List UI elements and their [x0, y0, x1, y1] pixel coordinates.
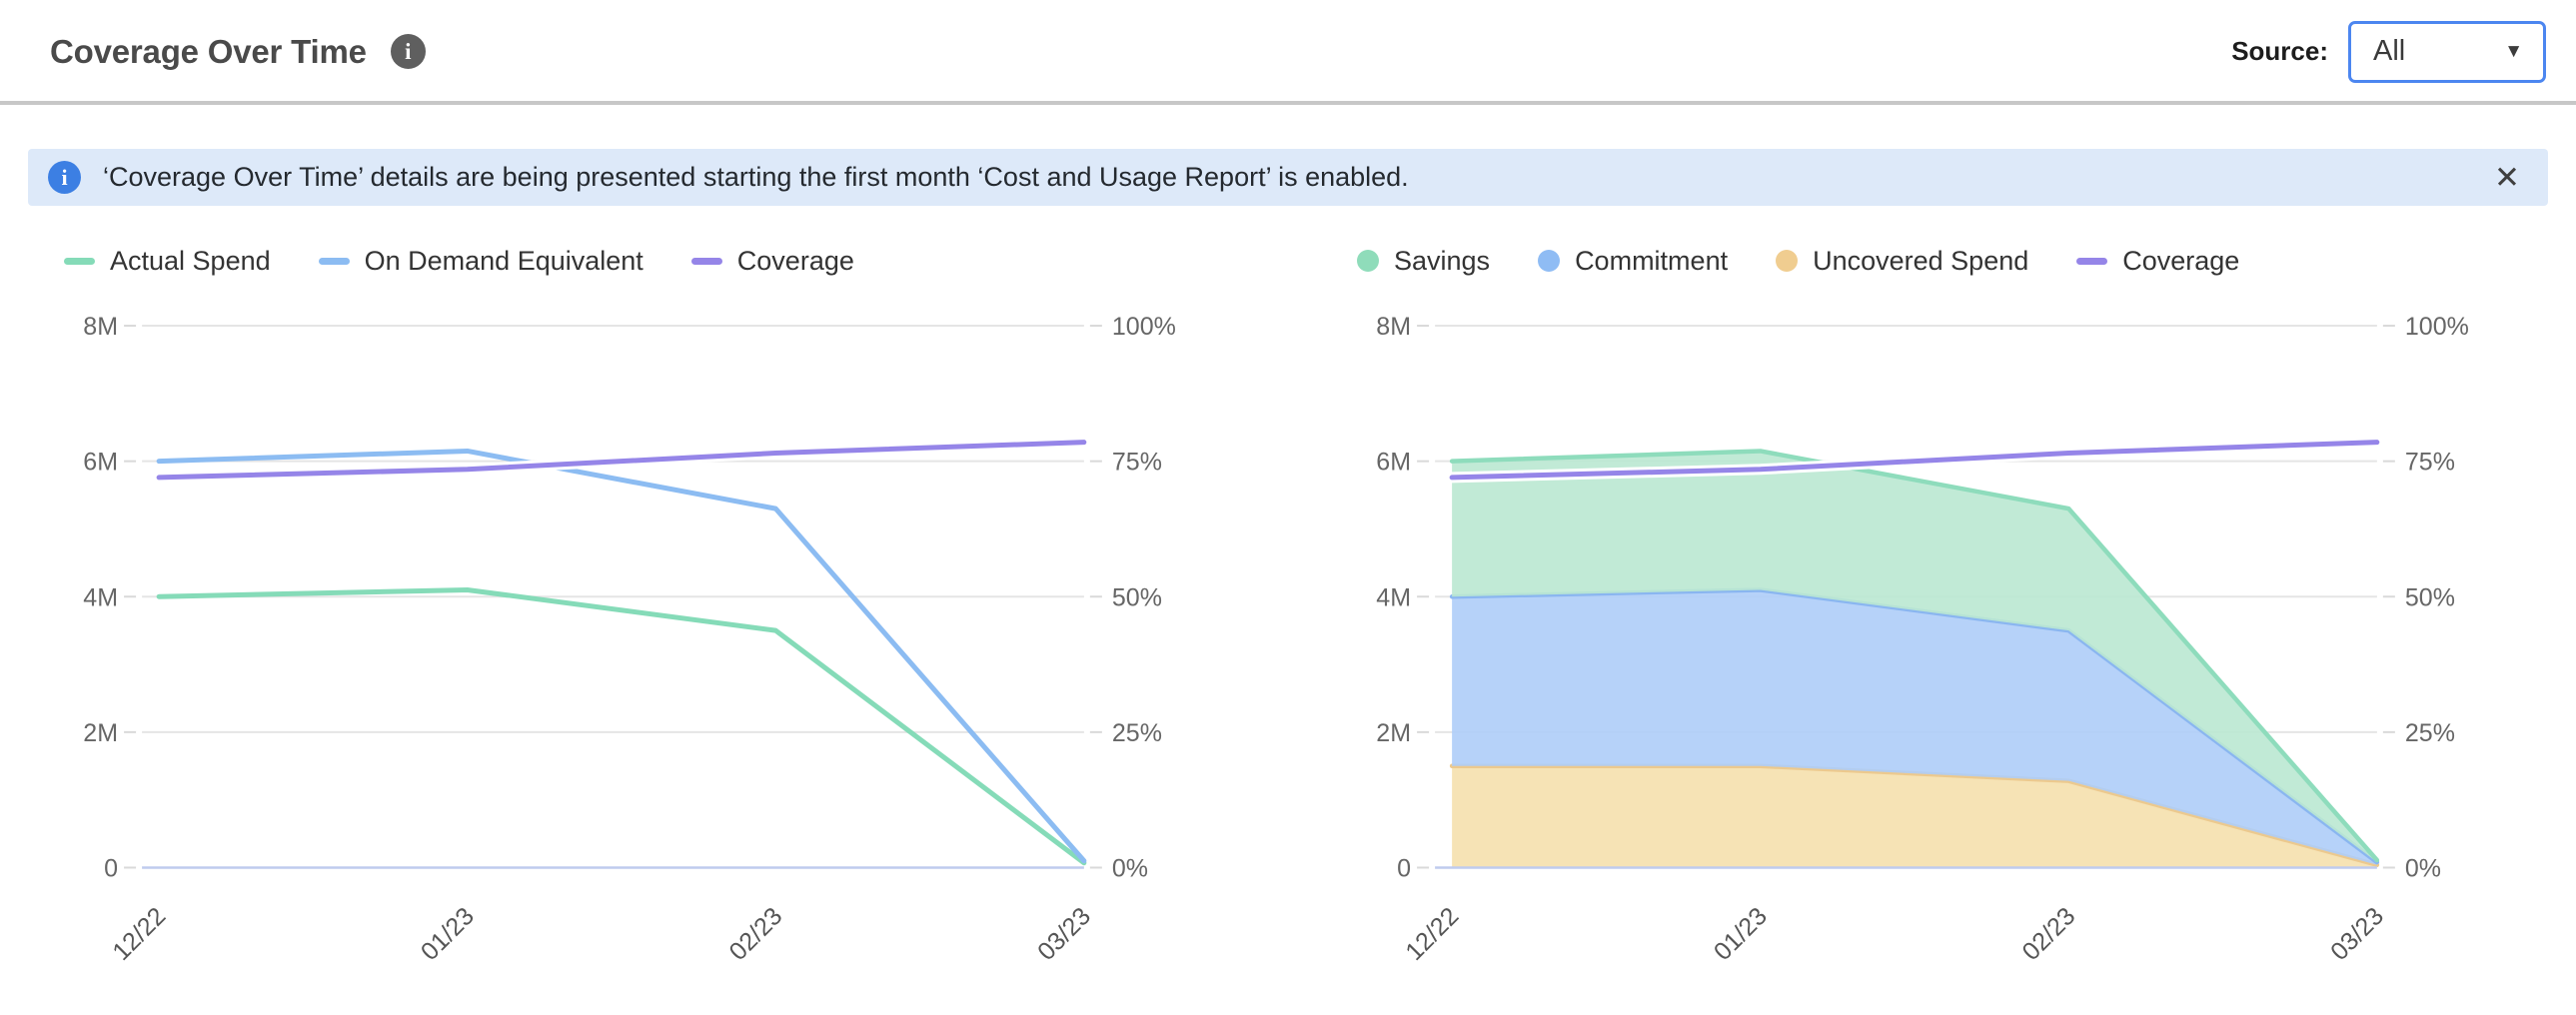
x-axis-label: 02/23	[723, 902, 787, 966]
series-line-on-demand-equivalent	[156, 448, 1087, 864]
banner-info-icon: i	[48, 161, 81, 194]
legend-dash-icon	[2076, 257, 2108, 265]
legend-item-coverage[interactable]: Coverage	[2076, 246, 2239, 277]
page-header: Coverage Over Time i Source: All ▼	[0, 0, 2576, 105]
source-wrap: Source: All ▼	[2231, 20, 2546, 83]
area-edge-savings	[1449, 449, 2380, 863]
right-axis-tick-label: 50%	[1112, 583, 1162, 611]
left-axis-tick-label: 2M	[1376, 719, 1411, 747]
area-uncovered-spend	[1452, 765, 2377, 868]
x-axis-label: 03/23	[1032, 902, 1096, 966]
charts-row: Actual Spend On Demand Equivalent Coverage…	[0, 238, 2576, 984]
area-commitment	[1452, 589, 2377, 865]
legend-circle-icon	[1538, 250, 1561, 272]
legend-label: On Demand Equivalent	[364, 245, 644, 276]
left-axis-tick-label: 0	[104, 854, 118, 882]
right-axis-tick-label: 100%	[2405, 313, 2469, 341]
left-axis-tick-label: 8M	[83, 313, 118, 341]
chart-svg: 0 0% 2M 25% 4M 50% 6M 75% 8M 100% 12/22 01/23 02/23 0…	[83, 313, 1176, 966]
legend-circle-icon	[1357, 250, 1379, 272]
right-axis-tick-label: 0%	[1112, 854, 1148, 882]
left-axis-tick-label: 8M	[1376, 313, 1411, 341]
right-axis-tick-label: 0%	[2405, 854, 2441, 882]
legend-label: Uncovered Spend	[1813, 245, 2029, 276]
source-label: Source:	[2231, 36, 2328, 66]
legend-item-coverage[interactable]: Coverage	[690, 245, 854, 277]
x-axis-label: 02/23	[2016, 902, 2080, 966]
right-axis-tick-label: 75%	[1112, 449, 1162, 477]
legend-label: Coverage	[736, 245, 854, 276]
left-axis-tick-label: 0	[1397, 854, 1411, 882]
x-axis-label: 01/23	[1709, 902, 1773, 966]
legend-item-commitment[interactable]: Commitment	[1538, 246, 1728, 277]
source-dropdown-value: All	[2373, 35, 2406, 67]
legend-item-uncovered-spend[interactable]: Uncovered Spend	[1776, 246, 2028, 277]
legend-label: Savings	[1394, 245, 1491, 276]
chart-panel-savings-breakdown: Savings Commitment Uncovered Spend Coverage…	[1319, 238, 2550, 984]
area-chart-legend: Savings Commitment Uncovered Spend Coverage	[1319, 238, 2550, 284]
info-glyph: i	[61, 164, 68, 190]
banner-close-button[interactable]: ✕	[2490, 162, 2524, 193]
x-axis-label: 01/23	[416, 902, 480, 966]
info-glyph: i	[405, 38, 412, 64]
page-title: Coverage Over Time	[50, 32, 367, 70]
coverage-area-chart[interactable]: 0 0% 2M 25% 4M 50% 6M 75% 8M 100% 12/22 01/23 02/23 0…	[1319, 284, 2550, 984]
right-axis-tick-label: 75%	[2405, 449, 2455, 477]
right-axis-tick-label: 25%	[2405, 719, 2455, 747]
legend-label: Coverage	[2122, 245, 2240, 276]
series-line-coverage	[156, 440, 1087, 481]
banner-text: ‘Coverage Over Time’ details are being p…	[103, 162, 1409, 192]
left-axis-tick-label: 6M	[83, 449, 118, 477]
area-edge-commitment	[1449, 587, 2380, 865]
right-axis-tick-label: 100%	[1112, 313, 1176, 341]
chart-panel-spend-coverage: Actual Spend On Demand Equivalent Coverage…	[26, 238, 1257, 984]
legend-dash-icon	[64, 257, 95, 265]
legend-item-savings[interactable]: Savings	[1357, 246, 1490, 277]
left-axis-tick-label: 4M	[1376, 583, 1411, 611]
series-line-coverage	[1449, 440, 2380, 481]
right-axis-tick-label: 25%	[1112, 719, 1162, 747]
x-axis-label: 12/22	[1400, 902, 1464, 966]
legend-dash-icon	[318, 257, 350, 265]
x-axis-label: 12/22	[107, 902, 171, 966]
left-axis-tick-label: 4M	[83, 583, 118, 611]
series-line-actual-spend	[156, 586, 1087, 866]
left-axis-tick-label: 6M	[1376, 449, 1411, 477]
x-axis-label: 03/23	[2325, 902, 2389, 966]
coverage-line-chart[interactable]: 0 0% 2M 25% 4M 50% 6M 75% 8M 100% 12/22 01/23 02/23 0…	[26, 284, 1257, 984]
title-wrap: Coverage Over Time i	[50, 33, 426, 71]
area-savings	[1452, 451, 2377, 863]
close-icon: ✕	[2494, 160, 2520, 195]
info-banner: i ‘Coverage Over Time’ details are being…	[28, 149, 2548, 206]
legend-label: Actual Spend	[110, 245, 271, 276]
right-axis-tick-label: 50%	[2405, 583, 2455, 611]
legend-item-actual-spend[interactable]: Actual Spend	[64, 246, 271, 277]
legend-dash-icon	[690, 257, 722, 265]
source-dropdown[interactable]: All ▼	[2348, 20, 2546, 83]
legend-item-on-demand-equivalent[interactable]: On Demand Equivalent	[318, 245, 644, 277]
chart-svg: 0 0% 2M 25% 4M 50% 6M 75% 8M 100% 12/22 01/23 02/23 0…	[1376, 313, 2469, 966]
left-axis-tick-label: 2M	[83, 719, 118, 747]
line-chart-legend: Actual Spend On Demand Equivalent Coverage	[26, 238, 1257, 284]
legend-circle-icon	[1776, 250, 1799, 272]
legend-label: Commitment	[1575, 245, 1729, 276]
header-info-icon[interactable]: i	[390, 34, 426, 69]
chevron-down-icon: ▼	[2504, 40, 2523, 62]
